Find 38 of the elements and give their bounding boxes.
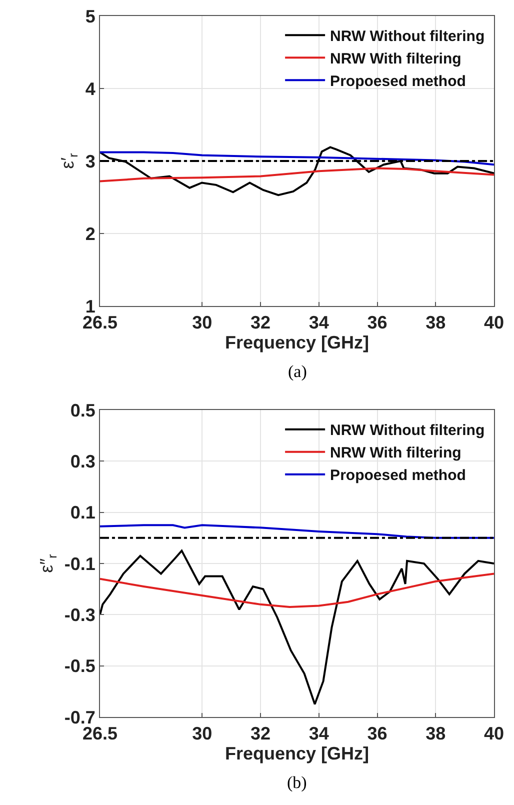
legend-label: NRW Without filtering (330, 28, 485, 45)
x-axis-title: Frequency [GHz] (224, 332, 370, 353)
legend-label: Propoesed method (330, 467, 466, 484)
legend-label: NRW With filtering (330, 444, 462, 462)
y-tick-label: 0.1 (70, 502, 96, 523)
line-series (100, 146, 494, 196)
x-tick-label: 36 (367, 312, 388, 333)
x-tick-label: 40 (484, 312, 504, 333)
x-tick-label: 30 (192, 312, 212, 333)
x-tick-label: 34 (308, 312, 329, 333)
line-series (100, 524, 494, 539)
x-tick-label: 32 (250, 724, 271, 744)
legend-label: NRW With filtering (330, 50, 462, 68)
x-tick-label: 32 (250, 312, 271, 333)
x-tick-label: 40 (484, 724, 504, 744)
line-series (100, 151, 494, 166)
y-tick-label: 2 (85, 224, 96, 244)
line-series (100, 572, 494, 608)
y-tick-label: -0.1 (64, 554, 96, 574)
text: (b) (287, 773, 307, 792)
y-tick-label: 0.5 (70, 400, 96, 420)
line-series (100, 167, 494, 182)
x-tick-label: 36 (367, 724, 388, 744)
text: (a) (288, 362, 307, 381)
x-tick-label: 38 (426, 724, 446, 744)
x-tick-label: 30 (192, 724, 212, 744)
x-tick-label: 34 (308, 724, 329, 744)
legend-label: NRW Without filtering (330, 422, 485, 440)
legend-label: Propoesed method (330, 73, 466, 90)
y-tick-label: -0.3 (64, 604, 96, 625)
line-series (100, 550, 494, 706)
y-tick-label: 0.3 (70, 451, 96, 472)
y-tick-label: 3 (85, 151, 96, 172)
x-axis-title: Frequency [GHz] (224, 744, 370, 764)
y-tick-label: 4 (85, 78, 96, 99)
y-tick-label: 5 (85, 6, 96, 26)
x-tick-label: 38 (426, 312, 446, 333)
y-tick-label: -0.5 (64, 656, 96, 676)
